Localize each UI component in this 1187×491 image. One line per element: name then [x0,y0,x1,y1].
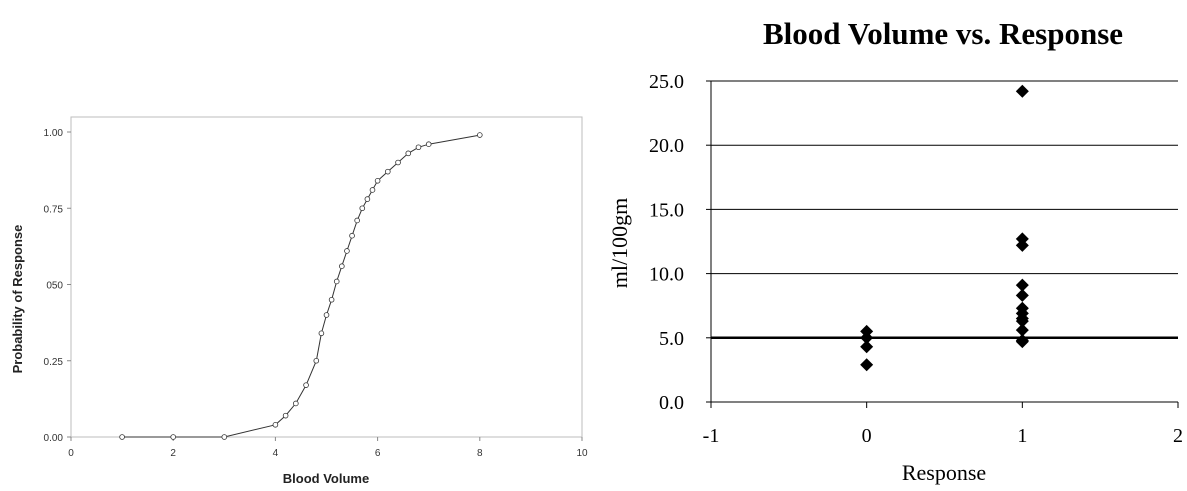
y-tick-label: 0.75 [44,204,64,215]
y-tick-label: 1.00 [44,128,64,139]
y-tick-label: 20.0 [649,135,684,157]
data-point [333,278,340,285]
data-point [860,331,874,345]
data-point [415,144,422,151]
data-point [860,358,874,372]
data-point [860,340,874,354]
data-point [476,132,483,138]
x-tick-label: 10 [576,448,588,459]
data-point [1015,84,1029,98]
plot-area-frame [70,116,583,438]
y-axis-title: ml/100gm [607,198,632,288]
x-tick-label: 2 [1173,425,1183,447]
x-tick-label: 4 [273,448,279,459]
data-point [374,178,381,184]
y-tick-label: 0.00 [44,433,64,444]
data-point [293,400,299,407]
data-point [272,421,279,428]
x-tick-label: 0 [862,425,872,447]
data-point [1015,323,1029,337]
x-tick-label: 8 [477,448,483,459]
data-point [323,312,330,318]
x-tick-label: 6 [375,448,381,459]
y-tick-labels: 0.0 5.0 10.0 15.0 20.0 25.0 [649,71,711,414]
x-tick-labels: 0 2 4 6 8 10 [68,437,588,459]
data-point [221,434,228,440]
data-point [318,330,325,337]
data-points [119,132,483,440]
y-tick-label: 25.0 [649,71,684,93]
x-tick-label: 0 [68,448,74,459]
y-tick-label: 5.0 [659,328,684,350]
y-tick-label: 10.0 [649,264,684,286]
data-point [119,434,125,440]
blood-volume-vs-response-chart: Blood Volume vs. Response 0.0 5.0 10.0 15.0… [607,16,1183,485]
data-point [405,150,412,157]
data-point [1015,314,1029,328]
data-point [1015,278,1029,292]
data-point [170,434,177,440]
data-point [313,357,320,364]
chart-title: Blood Volume vs. Response [763,16,1123,51]
data-point [339,263,345,270]
data-point [303,382,309,388]
probability-curve-line [122,134,480,438]
data-point [1015,288,1029,302]
data-point [328,296,335,303]
data-point [349,232,355,239]
y-tick-label: 0.0 [659,392,684,414]
data-point [359,205,366,212]
x-tick-label: 2 [170,448,176,459]
data-point [1015,238,1029,252]
x-axis-title: Blood Volume [283,471,369,486]
data-points [860,84,1029,372]
horizontal-gridlines [711,80,1178,339]
y-axis-title: Probability of Response [10,225,25,374]
data-point [344,248,350,254]
data-point [354,217,360,224]
x-tick-labels: -1 0 1 2 [703,402,1183,447]
data-point [364,196,371,202]
x-axis-title: Response [902,460,986,485]
data-point [1015,335,1029,349]
x-tick-label: -1 [703,425,720,447]
data-point [395,159,401,166]
x-tick-label: 1 [1017,425,1027,447]
data-point [385,168,391,175]
y-tick-label: 15.0 [649,199,684,221]
y-tick-label: 0.25 [44,357,64,368]
y-tick-labels: 0.00 0.25 050 0.75 1.00 [44,128,71,444]
probability-curve-chart: 0.00 0.25 050 0.75 1.00 0 2 4 6 8 10 Blood Volume… [10,116,588,486]
y-tick-label: 050 [46,281,63,292]
data-point [425,141,432,148]
data-point [282,412,289,419]
data-point [369,187,376,193]
